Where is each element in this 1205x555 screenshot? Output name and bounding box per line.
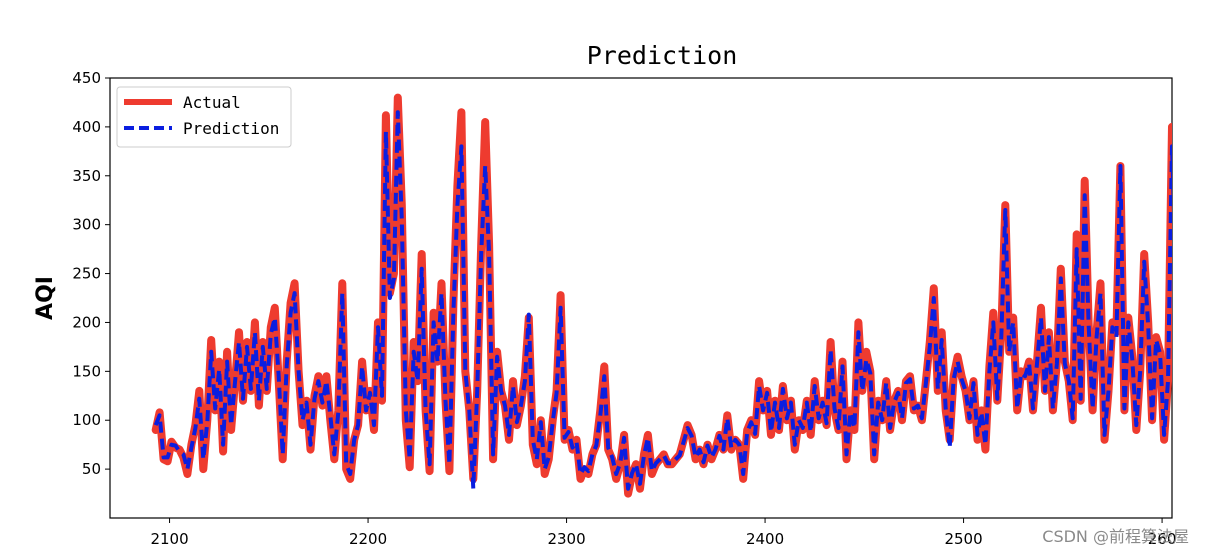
x-tick-label: 260: [1148, 530, 1177, 548]
y-tick-label: 450: [72, 69, 101, 87]
x-tick-label: 2500: [944, 530, 982, 548]
x-tick-label: 2100: [150, 530, 188, 548]
legend: Actual Prediction: [116, 86, 292, 148]
y-tick-label: 100: [72, 411, 101, 429]
y-axis-label: AQI: [33, 276, 58, 320]
watermark: CSDN @前程算法屋: [1042, 527, 1189, 546]
x-tick-label: 2400: [746, 530, 784, 548]
axis-ticks: 50 100 150 200 250 300 350 400 450 2100 2200 2300 24…: [72, 69, 1176, 548]
y-tick-label: 250: [72, 265, 101, 283]
x-tick-label: 2200: [349, 530, 387, 548]
series-line-actual: [151, 93, 1172, 498]
y-tick-label: 150: [72, 362, 101, 380]
chart-title: Prediction: [587, 41, 738, 70]
legend-actual-label: Actual: [183, 93, 241, 112]
series-layer: [151, 93, 1172, 498]
legend-prediction-label: Prediction: [183, 119, 279, 138]
y-tick-label: 300: [72, 216, 101, 234]
y-tick-label: 200: [72, 313, 101, 331]
y-tick-label: 350: [72, 167, 101, 185]
y-tick-label: 50: [82, 460, 101, 478]
x-tick-label: 2300: [547, 530, 585, 548]
series-line-prediction: [153, 110, 1172, 491]
y-tick-label: 400: [72, 118, 101, 136]
